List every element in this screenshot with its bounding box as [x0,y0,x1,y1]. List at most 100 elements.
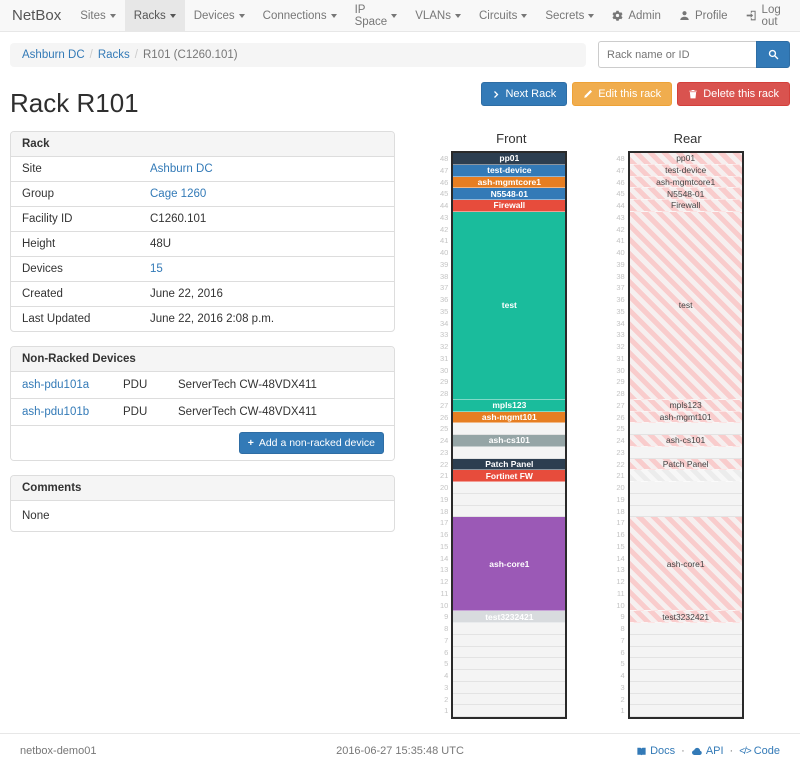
rack-unit-empty [629,482,742,494]
device-role: PDU [123,406,148,418]
unit-number: 38 [439,271,449,281]
breadcrumb-row: Ashburn DC / Racks / R101 (C1260.101) [10,41,790,68]
rack-device-label: ash-mgmt101 [481,411,537,422]
rack-device-patch-panel[interactable]: Patch Panel [453,458,566,471]
rack-device-label: Firewall [493,200,526,211]
rack-unit-empty [629,646,742,659]
device-link[interactable]: ash-pdu101a [22,379,90,391]
attr-value-site[interactable]: Ashburn DC [150,163,213,175]
rack-device-pp01[interactable]: pp01 [629,153,742,165]
unit-number: 20 [439,483,449,492]
attr-label: Devices [22,263,63,275]
rack-device-test-device[interactable]: test-device [453,164,566,177]
rack-device-test3232421[interactable]: test3232421 [629,611,742,623]
rack-device-mpls123[interactable]: mpls123 [453,399,566,412]
delete-rack-button[interactable]: Delete this rack [677,82,790,106]
breadcrumb-link[interactable]: Ashburn DC [22,48,85,61]
nav-item-vlans[interactable]: VLANs [406,0,470,31]
footer-link-label: Docs [650,745,676,757]
unit-number: 42 [439,224,449,234]
rack-device-ash-mgmtcore1[interactable]: ash-mgmtcore1 [629,176,742,189]
unit-number: 13 [616,565,625,575]
breadcrumb-link[interactable]: Racks [97,48,130,61]
rack-unit-empty [453,423,566,435]
unit-number: 47 [616,165,625,175]
unit-number: 9 [620,612,625,622]
nav-item-circuits[interactable]: Circuits [470,0,536,31]
rack-device-ash-mgmt101[interactable]: ash-mgmt101 [453,411,566,424]
rack-device-n5548-01[interactable]: N5548-01 [629,188,742,200]
rack-device-ash-mgmtcore1[interactable]: ash-mgmtcore1 [453,176,566,189]
plus-icon: + [247,437,254,449]
rack-device-test3232421[interactable]: test3232421 [453,611,566,623]
attr-value-group[interactable]: Cage 1260 [150,188,207,200]
nav-item-admin[interactable]: Admin [603,0,670,31]
action-buttons: Next Rack Edit this rack Delete this rac… [481,82,790,106]
nav-items: Sites Racks Devices Connections IP Space VLAN… [71,0,603,31]
rack-device-ash-cs101[interactable]: ash-cs101 [453,435,566,447]
rack-device-fortinet-fw[interactable]: Fortinet FW [453,470,566,482]
rack-device-firewall[interactable]: Firewall [453,200,566,212]
footer-link-api[interactable]: API [691,745,724,757]
footer-links: Docs · API · </> Code [527,745,780,757]
rack-unit-empty [453,623,566,635]
attr-value-devices[interactable]: 15 [150,263,163,275]
device-link[interactable]: ash-pdu101b [22,406,90,418]
unit-number: 29 [439,377,449,387]
rack-front-body: 48 47 46 45 44 43 42 41 40 39 38 37 36 35 34 33 32 31 30 29… [437,151,571,719]
unit-number: 32 [616,342,625,351]
rack-rear-title: Rear [673,131,702,146]
footer-link-code[interactable]: </> Code [739,745,780,757]
rack-device-pp01[interactable]: pp01 [453,153,566,165]
nav-item-profile[interactable]: Profile [670,0,737,31]
unit-number: 19 [439,494,449,504]
navbar: NetBox Sites Racks Devices Connections IP Sp… [0,0,800,32]
rack-device-patch-panel[interactable]: Patch Panel [629,458,742,471]
nav-item-sites[interactable]: Sites [71,0,125,31]
rack-device-firewall[interactable]: Firewall [629,200,742,212]
rack-device-test[interactable]: test [453,211,566,400]
add-nonracked-device-button[interactable]: + Add a non-racked device [238,432,384,454]
rack-device-test[interactable]: test [629,211,742,400]
nav-item-connections[interactable]: Connections [254,0,346,31]
netbox-brand[interactable]: NetBox [12,7,62,24]
footer-hostname: netbox-demo01 [20,745,97,757]
unit-number: 6 [620,647,625,657]
unit-number: 7 [620,635,625,645]
rack-unit-empty [629,446,742,459]
nav-item-devices[interactable]: Devices [185,0,254,31]
footer-link-label: Code [753,745,780,757]
rack-device-ash-mgmt101[interactable]: ash-mgmt101 [629,411,742,424]
rack-device-label: test3232421 [485,611,534,622]
footer-link-docs[interactable]: Docs [636,745,675,757]
nav-item-secrets[interactable]: Secrets [536,0,603,31]
search-button[interactable] [756,41,790,68]
trash-icon [688,89,698,99]
attr-label: Facility ID [22,213,73,225]
nav-item-log-out[interactable]: Log out [737,0,790,31]
rack-front-title: Front [496,131,527,146]
edit-rack-button[interactable]: Edit this rack [572,82,673,106]
rack-device-n5548-01[interactable]: N5548-01 [453,188,566,200]
rack-device-mpls123[interactable]: mpls123 [629,399,742,412]
rack-device-label: pp01 [499,153,520,164]
rack-device-label: ash-mgmtcore1 [656,176,716,187]
unit-number: 42 [616,224,625,234]
rack-device-ash-cs101[interactable]: ash-cs101 [629,435,742,447]
search-input[interactable] [598,41,756,68]
nav-item-ip-space[interactable]: IP Space [346,0,407,31]
rack-unit-empty [629,670,742,682]
rack-unit-empty [453,693,566,706]
nav-item-racks[interactable]: Racks [124,0,185,31]
user-icon [679,10,690,21]
rack-device-label: ash-core1 [666,558,705,569]
rack-device-test-device[interactable]: test-device [629,164,742,177]
attr-value-created: June 22, 2016 [150,288,223,300]
next-rack-button[interactable]: Next Rack [481,82,568,106]
rack-panel-title: Rack [11,132,394,157]
attr-label: Group [22,188,54,200]
rack-device-ash-core1[interactable]: ash-core1 [629,517,742,612]
nav-item-label: Connections [262,9,327,22]
rack-device-ash-core1[interactable]: ash-core1 [453,517,566,612]
unit-number: 28 [616,389,625,398]
